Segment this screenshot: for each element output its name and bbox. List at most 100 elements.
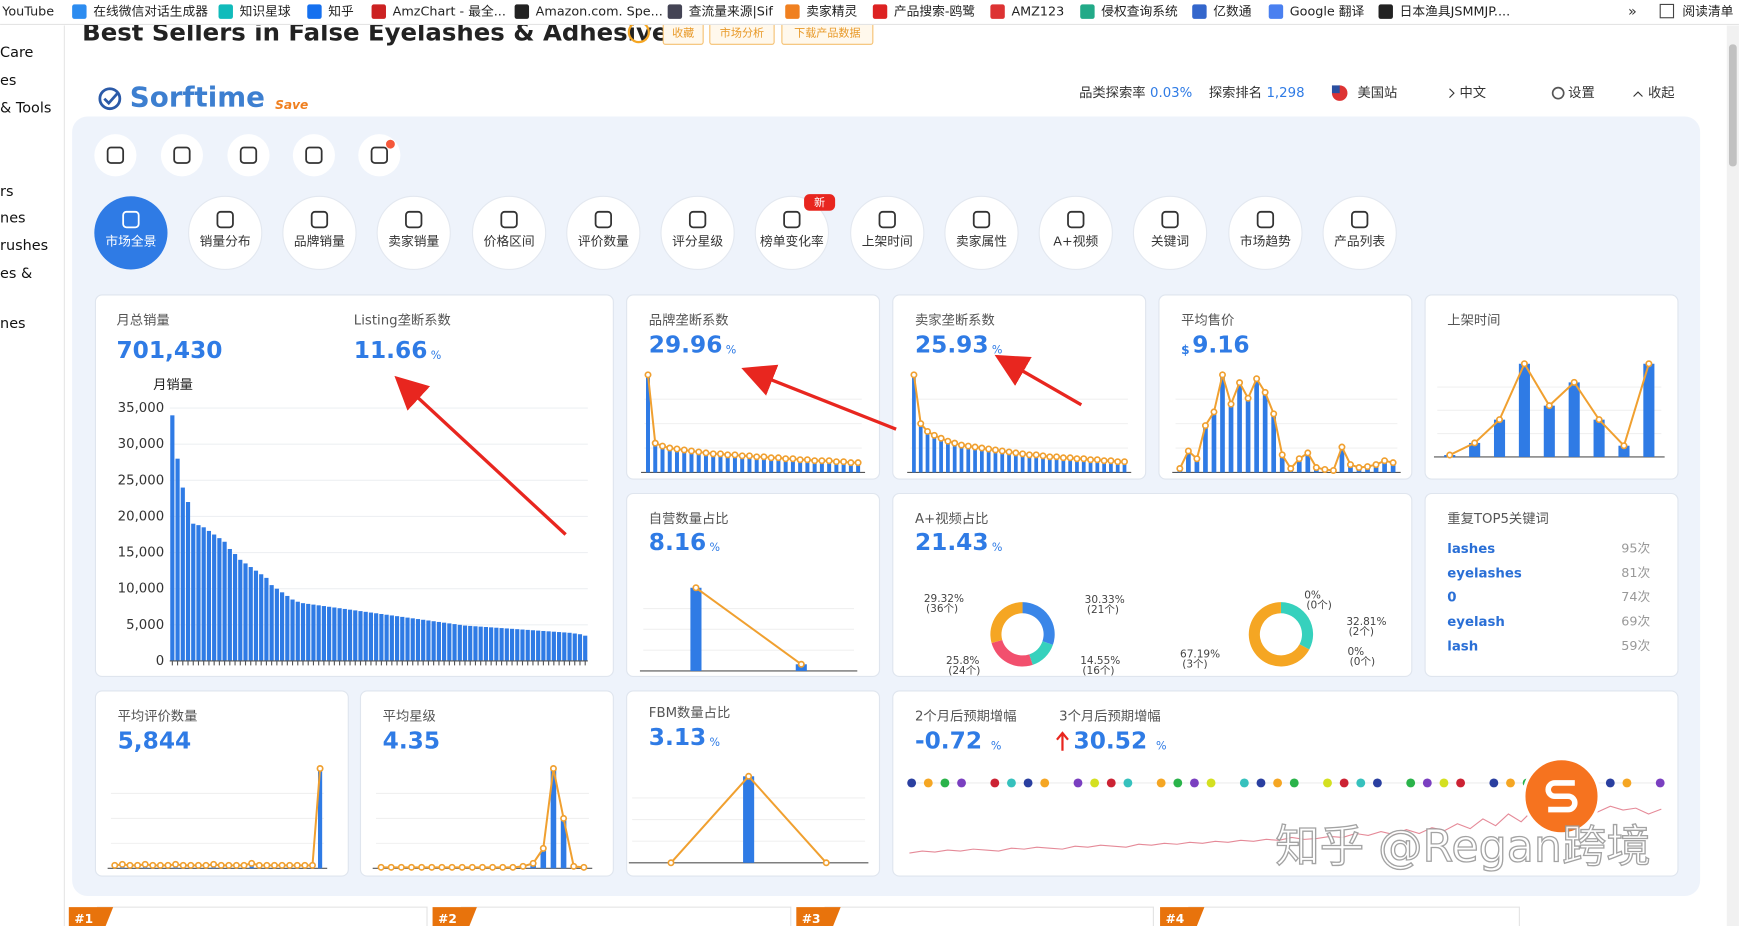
event-dot[interactable] [1239,778,1249,788]
keyword[interactable]: lash [1447,640,1478,655]
bookmark[interactable]: 在线微信对话生成器 [93,5,208,20]
keyword[interactable]: eyelashes [1447,566,1522,581]
tab-label[interactable]: 卖家销量 [388,233,439,249]
tab-label[interactable]: 市场趋势 [1240,233,1291,249]
tab-button[interactable] [1038,195,1113,271]
language-select[interactable]: 中文 [1459,85,1486,101]
tab-label[interactable]: 价格区间 [484,233,535,249]
bookmark[interactable]: 知乎 [328,5,354,20]
tab-label[interactable]: 卖家属性 [956,233,1007,249]
tab-button[interactable] [376,195,451,271]
bookmark[interactable]: 日本渔具JSMMJP.... [1400,5,1511,20]
tab-button[interactable] [1132,195,1208,271]
sidebar-item[interactable]: rushes [0,238,48,254]
event-dot[interactable] [1073,778,1083,788]
event-dot[interactable] [1256,778,1266,788]
tab-label[interactable]: 上架时间 [862,234,913,249]
tab-button[interactable] [660,195,735,271]
tab-label[interactable]: A+视频 [1053,234,1098,249]
bookmark[interactable]: 亿数通 [1213,5,1251,20]
event-dot[interactable] [1655,778,1665,788]
event-dot[interactable] [1456,778,1466,788]
tab-button[interactable] [282,195,357,271]
tab-label[interactable]: 产品列表 [1334,234,1385,249]
tab-label[interactable]: 榜单变化率 [760,233,824,249]
tab-button[interactable] [850,195,925,271]
sidebar-item[interactable]: rs [0,184,13,200]
event-dot[interactable] [1023,778,1033,788]
quick-icon-button[interactable] [160,134,204,177]
event-dot[interactable] [1273,778,1283,788]
event-dot[interactable] [923,778,933,788]
page-button-label[interactable]: 市场分析 [720,25,764,39]
tab-label[interactable]: 品牌销量 [294,233,345,249]
event-dot[interactable] [1173,778,1183,788]
sidebar-item[interactable]: es [0,73,16,89]
sidebar-item[interactable]: Care [0,45,33,61]
bookmark[interactable]: 知识星球 [240,5,291,20]
event-dot[interactable] [957,778,966,788]
sidebar-item[interactable]: nes [0,316,25,332]
quick-icon-button[interactable] [227,134,270,177]
scrollbar-thumb[interactable] [1728,44,1737,167]
keyword[interactable]: lashes [1447,542,1495,557]
site-select[interactable]: 美国站 [1357,85,1397,101]
event-dot[interactable] [1372,778,1382,788]
event-dot[interactable] [1007,778,1016,788]
reading-list[interactable]: 阅读清单 [1682,5,1733,20]
tab-label[interactable]: 关键词 [1151,234,1189,249]
sidebar-item[interactable]: es & [0,266,32,282]
tab-button[interactable] [754,195,830,271]
event-dot[interactable] [1356,778,1366,788]
page-button-label[interactable]: 下载产品数据 [794,25,860,39]
event-dot[interactable] [1439,778,1449,788]
event-dot[interactable] [940,778,950,788]
sidebar-item[interactable]: nes [0,210,25,226]
event-dot[interactable] [1090,778,1100,788]
event-dot[interactable] [1422,778,1432,788]
collapse-button[interactable]: 收起 [1648,85,1675,101]
event-dot[interactable] [1339,778,1349,788]
tab-label[interactable]: 评价数量 [578,234,629,249]
bookmark[interactable]: YouTube [1,5,54,20]
quick-icon-button[interactable] [94,134,137,177]
event-dot[interactable] [1506,778,1515,788]
bookmark[interactable]: Google 翻译 [1290,5,1365,20]
event-dot[interactable] [1605,778,1615,788]
page-button-label[interactable]: 收藏 [672,25,694,39]
bookmark[interactable]: 产品搜索-鸥鹭 [894,4,975,20]
tab-label[interactable]: 销量分布 [200,234,251,249]
quick-icon-button[interactable] [292,134,335,177]
settings-button[interactable]: 设置 [1568,85,1595,101]
bookmark-more[interactable]: » [1628,4,1637,20]
bookmark[interactable]: AMZ123 [1011,5,1064,20]
bookmark[interactable]: Amazon.com. Spe... [536,5,663,20]
event-dot[interactable] [1156,778,1166,788]
bookmark[interactable]: 侵权查询系统 [1101,4,1178,20]
event-dot[interactable] [1206,778,1216,788]
event-dot[interactable] [1189,778,1199,788]
tab-button[interactable] [471,195,547,271]
event-dot[interactable] [1489,778,1499,788]
bookmark[interactable]: 查流量来源|Sif [689,5,774,20]
bookmark[interactable]: AmzChart - 最全... [393,4,506,20]
event-dot[interactable] [1289,778,1299,788]
keyword[interactable]: eyelash [1447,615,1505,630]
sidebar-item[interactable]: & Tools [0,101,51,117]
keyword[interactable]: 0 [1447,591,1456,606]
event-dot[interactable] [1123,778,1133,788]
tab-button[interactable] [566,195,641,271]
tab-label[interactable]: 市场全景 [105,233,156,249]
tab-button[interactable] [94,196,168,270]
event-dot[interactable] [990,778,1000,788]
tab-button[interactable] [1228,195,1303,271]
event-dot[interactable] [1106,778,1116,788]
bookmark[interactable]: 卖家精灵 [806,4,857,20]
event-dot[interactable] [907,778,917,788]
event-dot[interactable] [1323,778,1332,788]
quick-icon-button[interactable] [358,134,401,177]
tab-button[interactable] [1322,195,1397,271]
event-dot[interactable] [1622,778,1632,788]
tab-button[interactable] [944,195,1019,271]
event-dot[interactable] [1406,778,1416,788]
